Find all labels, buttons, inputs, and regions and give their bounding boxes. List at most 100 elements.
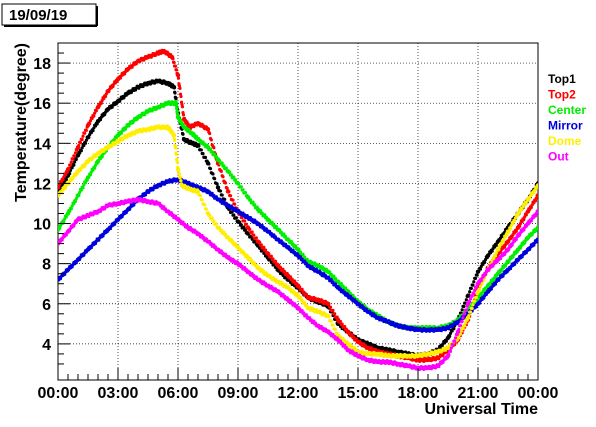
data-point-sample <box>503 245 507 249</box>
legend-entry-center: Center <box>548 103 586 117</box>
data-point-sample <box>300 287 304 291</box>
data-point-sample <box>88 122 92 126</box>
data-point-sample <box>229 173 233 177</box>
data-point-sample <box>67 166 71 170</box>
data-point-sample <box>348 331 352 335</box>
data-point-sample <box>482 278 486 282</box>
data-point-sample <box>273 259 278 263</box>
y-axis-title: Temperature(degree) <box>13 43 30 202</box>
data-point-sample <box>69 207 73 211</box>
data-point-sample <box>73 151 78 155</box>
data-point-sample <box>200 198 204 202</box>
data-point-sample <box>472 291 476 296</box>
data-point-sample <box>232 175 236 179</box>
data-point-sample <box>207 162 211 166</box>
data-point-sample <box>103 94 108 99</box>
data-point-sample <box>233 202 237 206</box>
x-tick-label: 06:00 <box>158 385 199 402</box>
data-point-sample <box>78 140 83 145</box>
data-point-sample <box>511 255 515 259</box>
y-tick-label: 10 <box>33 217 51 234</box>
data-point-sample <box>208 167 213 171</box>
data-point-sample <box>80 146 84 150</box>
data-point-sample <box>243 219 247 223</box>
data-point-sample <box>507 229 511 233</box>
data-point-sample <box>490 259 494 263</box>
data-point-sample <box>252 233 256 237</box>
data-point-sample <box>291 242 295 246</box>
data-point-sample <box>70 166 74 170</box>
data-point-sample <box>343 343 347 347</box>
data-point-sample <box>274 224 278 229</box>
data-point-sample <box>223 232 228 236</box>
data-point-sample <box>478 301 482 305</box>
data-point-sample <box>211 172 215 176</box>
data-point-sample <box>239 223 243 227</box>
data-point-sample <box>247 195 251 199</box>
data-point-sample <box>215 182 219 186</box>
data-point-sample <box>233 242 238 246</box>
data-point-sample <box>174 97 178 101</box>
data-point-sample <box>468 310 473 314</box>
data-point-sample <box>289 239 293 244</box>
data-point-sample <box>268 218 272 223</box>
data-point-sample <box>498 239 502 243</box>
data-point-sample <box>288 275 293 279</box>
data-point-sample <box>77 193 81 197</box>
data-point-sample <box>94 109 98 113</box>
data-point-sample <box>338 319 343 324</box>
data-point-sample <box>524 201 528 205</box>
data-point-sample <box>513 219 517 223</box>
data-point-sample <box>238 247 243 252</box>
data-point-sample <box>347 289 351 293</box>
data-point-sample <box>63 186 68 190</box>
data-point-sample <box>174 68 179 72</box>
data-point-sample <box>297 247 301 251</box>
data-point-sample <box>198 193 203 198</box>
data-point-sample <box>64 215 68 219</box>
data-point-sample <box>204 207 208 211</box>
data-point-sample <box>73 199 78 203</box>
data-point-sample <box>329 272 333 276</box>
data-point-sample <box>64 233 68 237</box>
data-point-sample <box>93 111 97 115</box>
data-point-sample <box>518 233 522 237</box>
data-point-sample <box>494 251 498 255</box>
data-point-sample <box>93 166 97 170</box>
data-point-sample <box>68 229 72 233</box>
data-point-sample <box>514 237 518 241</box>
data-point-sample <box>180 105 185 109</box>
data-point-sample <box>283 234 288 238</box>
data-point-sample <box>179 179 183 183</box>
data-point-sample <box>463 324 467 328</box>
data-point-sample <box>253 261 257 265</box>
data-point-sample <box>508 226 513 231</box>
data-point-sample <box>63 172 68 177</box>
data-point-sample <box>340 341 344 345</box>
data-point-sample <box>302 290 306 294</box>
data-point-sample <box>298 250 303 254</box>
data-point-sample <box>467 314 471 318</box>
data-point-sample <box>467 293 471 297</box>
series-top2 <box>58 48 538 363</box>
data-point-sample <box>68 171 72 176</box>
series-center <box>58 100 538 331</box>
data-point-sample <box>350 333 354 337</box>
data-point-sample <box>213 177 217 181</box>
series-dome <box>58 124 538 359</box>
data-point-sample <box>176 76 181 80</box>
data-point-sample <box>510 243 514 247</box>
data-point-sample <box>174 146 178 150</box>
data-point-sample <box>471 283 475 287</box>
data-point-sample <box>475 273 479 277</box>
data-point-sample <box>478 267 483 271</box>
data-point-sample <box>520 207 524 211</box>
data-point-sample <box>218 159 222 163</box>
x-tick-label: 12:00 <box>278 385 319 402</box>
data-point-sample <box>263 248 268 252</box>
data-point-sample <box>73 160 77 164</box>
data-point-sample <box>518 224 522 228</box>
y-tick-label: 6 <box>42 297 51 314</box>
data-point-sample <box>78 151 82 155</box>
data-point-sample <box>498 245 502 249</box>
